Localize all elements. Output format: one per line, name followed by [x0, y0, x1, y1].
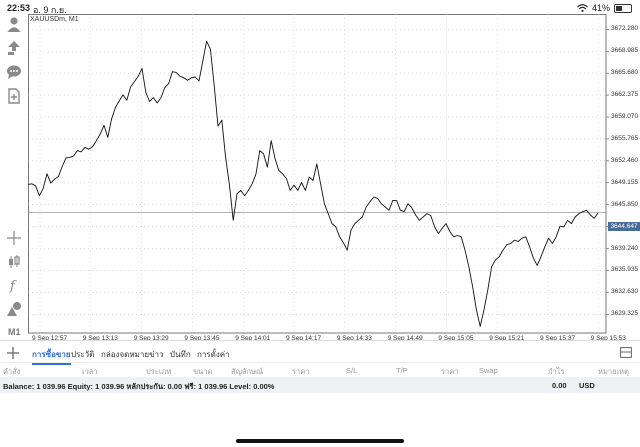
new-document-icon[interactable]: [6, 88, 22, 104]
col-price[interactable]: ราคา: [292, 367, 310, 376]
status-right: 41%: [577, 3, 632, 13]
current-price-label: 3644.647: [608, 222, 640, 231]
total-profit: 0.00: [552, 381, 567, 390]
price-tick-label: 3635.935: [611, 266, 639, 274]
col-profit[interactable]: กำไร: [548, 367, 565, 376]
trade-icon[interactable]: [6, 40, 22, 56]
price-chart[interactable]: XAUUSDm, M1 3672.280 3668.985 3665.680 3662…: [28, 14, 640, 342]
battery-percent: 41%: [591, 3, 610, 13]
col-volume[interactable]: ขนาด: [193, 367, 213, 376]
tab-mailbox[interactable]: กล่องจดหมาย: [101, 350, 150, 359]
price-tick-label: 3659.070: [611, 112, 639, 120]
terminal-panel: การซื้อขาย ประวัติ กล่องจดหมาย ข่าว บันท…: [0, 340, 640, 400]
price-tick-label: 3649.155: [611, 178, 639, 186]
terminal-tabs: การซื้อขาย ประวัติ กล่องจดหมาย ข่าว บันท…: [0, 340, 640, 365]
time-tick-label: 9 Sep 12:57: [32, 335, 68, 342]
collapse-panel-icon[interactable]: [620, 347, 632, 358]
price-tick-label: 3652.460: [611, 156, 639, 164]
new-order-plus-icon[interactable]: [6, 346, 20, 360]
price-tick-label: 3655.765: [611, 134, 639, 142]
timeframe-button[interactable]: M1: [8, 327, 21, 337]
price-tick-label: 3632.630: [611, 288, 639, 296]
price-tick-label: 3662.375: [611, 91, 639, 99]
col-order[interactable]: คำสั่ง: [3, 367, 21, 376]
balance-row: Balance: 1 039.96 Equity: 1 039.96 หลักป…: [0, 377, 640, 393]
price-tick-label: 3665.680: [611, 69, 639, 77]
battery-icon: [614, 3, 632, 13]
objects-icon[interactable]: [6, 301, 22, 317]
price-tick-label: 3668.985: [611, 47, 639, 55]
account-currency: USD: [579, 381, 595, 390]
tab-history[interactable]: ประวัติ: [71, 350, 95, 359]
wifi-icon: [577, 4, 588, 12]
account-icon[interactable]: [6, 16, 22, 32]
time-tick-label: 9 Sep 14:01: [235, 335, 271, 342]
chart-symbol-title: XAUUSDm, M1: [30, 16, 79, 23]
col-sl[interactable]: S/L: [346, 366, 358, 375]
status-time: 22:53: [7, 3, 31, 13]
time-tick-label: 9 Sep 13:13: [82, 335, 118, 342]
price-tick-label: 3645.850: [611, 200, 639, 208]
time-tick-label: 9 Sep 15:05: [438, 335, 474, 342]
col-price-current[interactable]: ราคา: [441, 367, 459, 376]
tab-news[interactable]: ข่าว: [149, 350, 164, 359]
home-indicator: [236, 439, 404, 443]
price-tick-label: 3672.280: [611, 25, 639, 33]
svg-text:f: f: [9, 279, 17, 293]
col-swap[interactable]: Swap: [479, 366, 498, 375]
terminal-columns: คำสั่ง เวลา ประเภท ขนาด สัญลักษณ์ ราคา S…: [0, 362, 640, 377]
time-tick-label: 9 Sep 13:45: [184, 335, 220, 342]
time-tick-label: 9 Sep 15:53: [590, 335, 626, 342]
chart-canvas: [28, 14, 609, 334]
tab-trade[interactable]: การซื้อขาย: [32, 350, 71, 365]
time-tick-label: 9 Sep 15:37: [540, 335, 576, 342]
price-tick-label: 3639.240: [611, 244, 639, 252]
col-symbol[interactable]: สัญลักษณ์: [231, 367, 264, 376]
time-tick-label: 9 Sep 14:49: [387, 335, 423, 342]
time-tick-label: 9 Sep 13:29: [133, 335, 169, 342]
indicator-function-icon[interactable]: f: [6, 277, 22, 293]
time-tick-label: 9 Sep 15:21: [489, 335, 525, 342]
price-series-line: [28, 40, 599, 327]
col-time[interactable]: เวลา: [82, 367, 98, 376]
time-tick-label: 9 Sep 14:33: [336, 335, 372, 342]
price-tick-label: 3629.325: [611, 310, 639, 318]
left-toolbar: f M1: [0, 14, 28, 339]
status-date: อ. 9 ก.ย.: [33, 5, 67, 15]
balance-summary: Balance: 1 039.96 Equity: 1 039.96 หลักป…: [3, 382, 275, 391]
time-tick-label: 9 Sep 14:17: [286, 335, 322, 342]
chat-icon[interactable]: [6, 64, 22, 80]
col-comment[interactable]: หมายเหตุ: [598, 367, 629, 376]
col-tp[interactable]: T/P: [396, 366, 408, 375]
status-bar: 22:53 อ. 9 ก.ย. 41%: [0, 0, 640, 16]
tab-settings[interactable]: การตั้งค่า: [197, 350, 230, 359]
chart-frame: [28, 14, 607, 334]
tab-journal[interactable]: บันทึก: [170, 350, 191, 359]
crosshair-icon[interactable]: [6, 230, 22, 246]
candlestick-icon[interactable]: [6, 254, 22, 270]
col-type[interactable]: ประเภท: [146, 367, 172, 376]
